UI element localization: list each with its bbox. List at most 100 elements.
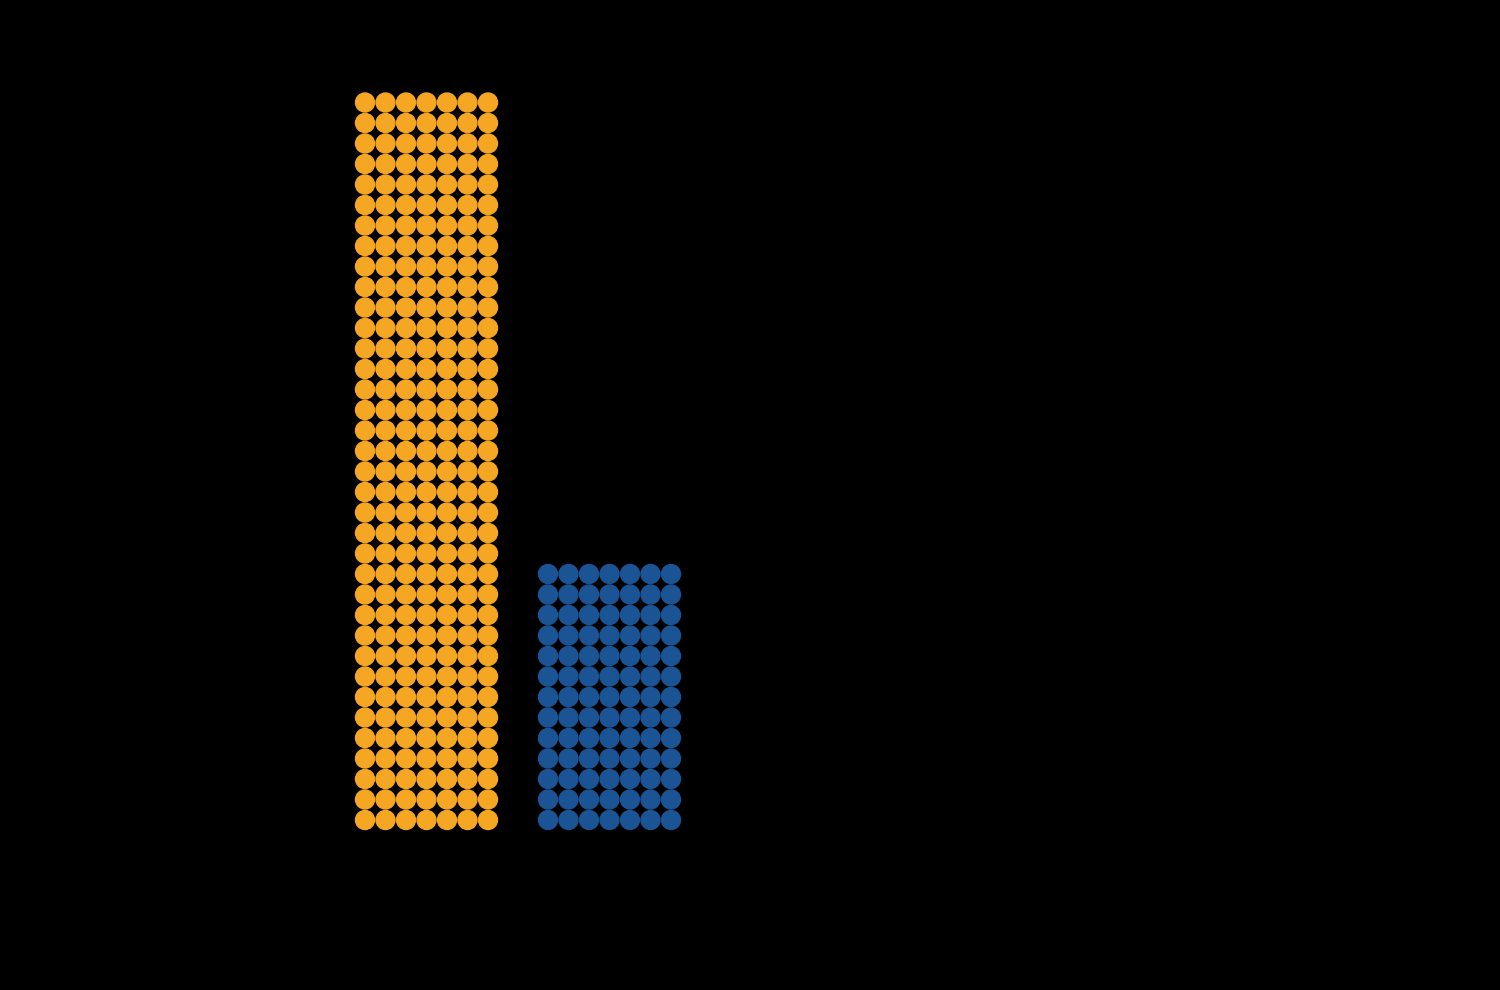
- Circle shape: [600, 708, 619, 727]
- Circle shape: [356, 237, 375, 255]
- Circle shape: [396, 154, 416, 173]
- Circle shape: [478, 134, 498, 153]
- Circle shape: [417, 606, 436, 625]
- Circle shape: [438, 421, 456, 440]
- Circle shape: [662, 811, 681, 830]
- Circle shape: [376, 319, 394, 338]
- Circle shape: [640, 606, 660, 625]
- Circle shape: [579, 749, 598, 768]
- Circle shape: [438, 339, 456, 358]
- Circle shape: [417, 319, 436, 338]
- Circle shape: [600, 606, 619, 625]
- Circle shape: [458, 114, 477, 133]
- Circle shape: [438, 749, 456, 768]
- Circle shape: [356, 339, 375, 358]
- Circle shape: [662, 667, 681, 686]
- Circle shape: [438, 667, 456, 686]
- Circle shape: [417, 667, 436, 686]
- Circle shape: [417, 708, 436, 727]
- Circle shape: [396, 195, 416, 215]
- Circle shape: [458, 359, 477, 378]
- Circle shape: [621, 769, 639, 788]
- Circle shape: [417, 339, 436, 358]
- Circle shape: [560, 606, 578, 625]
- Circle shape: [417, 175, 436, 194]
- Circle shape: [478, 237, 498, 255]
- Circle shape: [417, 524, 436, 543]
- Circle shape: [621, 811, 639, 830]
- Circle shape: [560, 687, 578, 707]
- Circle shape: [438, 216, 456, 235]
- Circle shape: [600, 769, 619, 788]
- Circle shape: [438, 585, 456, 604]
- Circle shape: [417, 277, 436, 296]
- Circle shape: [438, 729, 456, 747]
- Circle shape: [438, 708, 456, 727]
- Circle shape: [417, 646, 436, 665]
- Circle shape: [396, 626, 416, 645]
- Circle shape: [579, 606, 598, 625]
- Circle shape: [396, 708, 416, 727]
- Circle shape: [478, 749, 498, 768]
- Circle shape: [438, 154, 456, 173]
- Circle shape: [640, 790, 660, 809]
- Circle shape: [560, 564, 578, 583]
- Circle shape: [396, 319, 416, 338]
- Circle shape: [438, 134, 456, 153]
- Circle shape: [438, 195, 456, 215]
- Circle shape: [356, 154, 375, 173]
- Circle shape: [458, 606, 477, 625]
- Circle shape: [356, 277, 375, 296]
- Circle shape: [560, 708, 578, 727]
- Circle shape: [396, 421, 416, 440]
- Circle shape: [579, 667, 598, 686]
- Circle shape: [417, 134, 436, 153]
- Circle shape: [376, 339, 394, 358]
- Circle shape: [396, 564, 416, 583]
- Circle shape: [438, 359, 456, 378]
- Circle shape: [376, 421, 394, 440]
- Circle shape: [376, 687, 394, 707]
- Circle shape: [438, 462, 456, 481]
- Circle shape: [438, 564, 456, 583]
- Circle shape: [396, 257, 416, 276]
- Circle shape: [396, 646, 416, 665]
- Circle shape: [478, 442, 498, 460]
- Circle shape: [417, 154, 436, 173]
- Circle shape: [396, 462, 416, 481]
- Circle shape: [621, 749, 639, 768]
- Circle shape: [356, 606, 375, 625]
- Circle shape: [396, 769, 416, 788]
- Circle shape: [376, 708, 394, 727]
- Circle shape: [376, 277, 394, 296]
- Circle shape: [438, 482, 456, 502]
- Circle shape: [356, 749, 375, 768]
- Circle shape: [417, 195, 436, 215]
- Circle shape: [356, 708, 375, 727]
- Circle shape: [417, 811, 436, 830]
- Circle shape: [396, 175, 416, 194]
- Circle shape: [458, 482, 477, 502]
- Circle shape: [376, 237, 394, 255]
- Circle shape: [560, 729, 578, 747]
- Circle shape: [417, 359, 436, 378]
- Circle shape: [478, 606, 498, 625]
- Circle shape: [438, 380, 456, 399]
- Circle shape: [438, 626, 456, 645]
- Circle shape: [458, 421, 477, 440]
- Circle shape: [538, 667, 558, 686]
- Circle shape: [538, 811, 558, 830]
- Circle shape: [458, 442, 477, 460]
- Circle shape: [458, 237, 477, 255]
- Circle shape: [662, 708, 681, 727]
- Circle shape: [640, 749, 660, 768]
- Circle shape: [458, 175, 477, 194]
- Circle shape: [458, 769, 477, 788]
- Circle shape: [458, 687, 477, 707]
- Circle shape: [662, 585, 681, 604]
- Circle shape: [478, 154, 498, 173]
- Circle shape: [478, 339, 498, 358]
- Circle shape: [538, 687, 558, 707]
- Circle shape: [396, 277, 416, 296]
- Circle shape: [458, 277, 477, 296]
